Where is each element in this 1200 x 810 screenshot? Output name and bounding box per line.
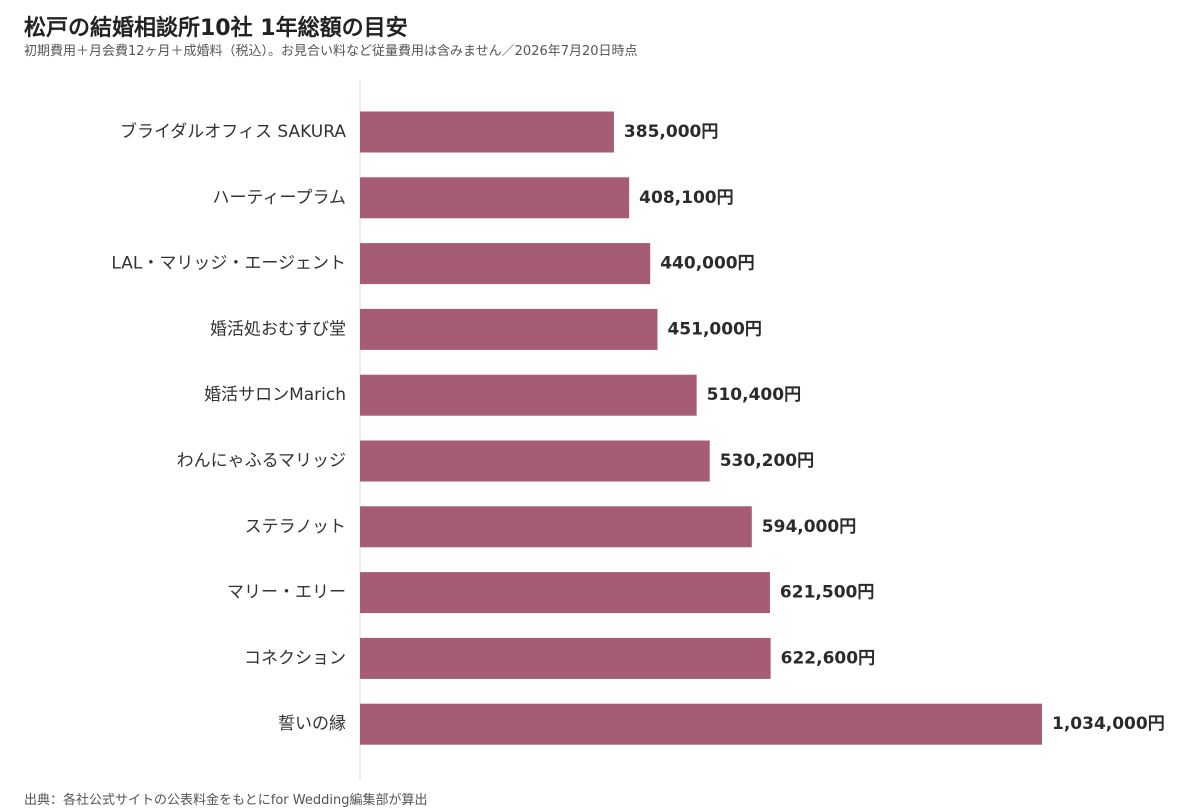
- category-label: ハーティープラム: [213, 188, 346, 208]
- chart-subtitle: 初期費用＋月会費12ヶ月＋成婚料（税込）。お見合い料など従量費用は含みません／2…: [24, 44, 638, 59]
- category-label: 婚活処おむすび堂: [210, 319, 346, 339]
- category-label: ステラノット: [245, 517, 346, 537]
- value-label: 622,600円: [781, 648, 875, 668]
- value-label: 530,200円: [720, 451, 814, 471]
- bar: [360, 177, 630, 219]
- value-label: 385,000円: [624, 122, 718, 142]
- value-label: 440,000円: [660, 254, 754, 274]
- category-label: わんにゃふるマリッジ: [177, 451, 346, 471]
- category-label: ブライダルオフィス SAKURA: [120, 121, 346, 142]
- bar: [360, 374, 697, 416]
- value-label: 408,100円: [639, 188, 733, 208]
- bar: [360, 572, 770, 614]
- value-label: 621,500円: [780, 583, 874, 603]
- category-label: 誓いの縁: [278, 714, 346, 734]
- source-note: 出典：各社公式サイトの公表料金をもとにfor Wedding編集部が算出: [24, 793, 428, 808]
- category-label: 婚活サロンMarich: [204, 385, 346, 405]
- value-label: 451,000円: [667, 319, 761, 339]
- bar: [360, 243, 651, 285]
- value-label: 1,034,000円: [1052, 714, 1165, 734]
- bar: [360, 308, 658, 350]
- bar: [360, 637, 771, 679]
- category-label: マリー・エリー: [227, 583, 346, 603]
- bar: [360, 440, 710, 482]
- category-label: LAL・マリッジ・エージェント: [111, 254, 346, 274]
- bar: [360, 506, 752, 548]
- value-label: 510,400円: [707, 385, 801, 405]
- category-label: コネクション: [244, 648, 346, 668]
- value-label: 594,000円: [762, 517, 856, 537]
- bar: [360, 111, 614, 153]
- chart-title: 松戸の結婚相談所10社 1年総額の目安: [24, 16, 408, 41]
- bar: [360, 703, 1042, 745]
